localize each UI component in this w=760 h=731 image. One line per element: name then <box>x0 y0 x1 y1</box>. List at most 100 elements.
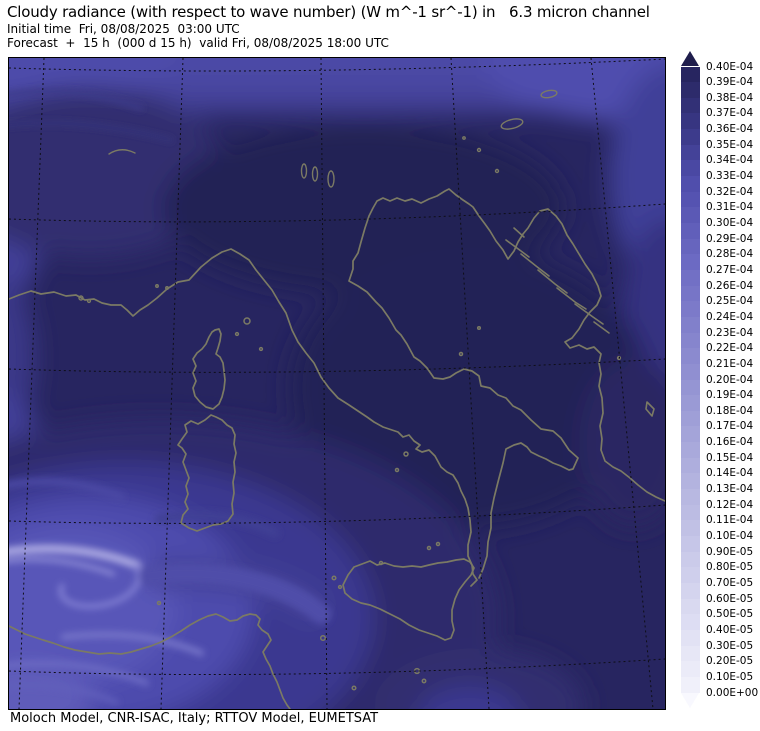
colorbar-tick-label: 0.20E-04 <box>706 373 754 386</box>
colorbar-segment <box>681 269 700 286</box>
colorbar-tick-label: 0.22E-04 <box>706 342 754 355</box>
dalmatian-islands <box>505 227 655 417</box>
colorbar-segment <box>681 363 700 380</box>
colorbar-tick-label: 0.31E-04 <box>706 201 754 214</box>
colorbar-tick-label: 0.21E-04 <box>706 357 754 370</box>
colorbar-segment <box>681 254 700 271</box>
colorbar-segment <box>681 176 700 193</box>
meridian-line <box>320 58 328 709</box>
colorbar-segment <box>681 645 700 662</box>
colorbar-segment <box>681 504 700 521</box>
colorbar-tick-label: 0.15E-04 <box>706 451 754 464</box>
parallel-line <box>9 658 665 676</box>
colorbar-tick-label: 0.23E-04 <box>706 326 754 339</box>
colorbar-tick-label: 0.32E-04 <box>706 185 754 198</box>
colorbar-tick-label: 0.40E-05 <box>706 623 754 636</box>
radiance-map-svg <box>9 58 665 709</box>
colorbar-tick-label: 0.00E+00 <box>706 686 759 699</box>
colorbar-segment <box>681 129 700 146</box>
coastlines <box>9 89 665 709</box>
colorbar-segment <box>681 676 700 693</box>
colorbar-segment <box>681 629 700 646</box>
coastline-europe-mainland <box>9 188 665 587</box>
colorbar-tick-label: 0.27E-04 <box>706 263 754 276</box>
colorbar-tick-label: 0.35E-04 <box>706 138 754 151</box>
colorbar-tick-label: 0.90E-05 <box>706 545 754 558</box>
colorbar-tick-label: 0.40E-04 <box>706 60 754 73</box>
colorbar-segment <box>681 567 700 584</box>
parallel-line <box>9 504 665 524</box>
colorbar-tick-label: 0.37E-04 <box>706 107 754 120</box>
colorbar-segment <box>681 66 700 83</box>
coastline-sardinia <box>177 414 237 532</box>
colorbar-segment <box>681 379 700 396</box>
page-title: Cloudy radiance (with respect to wave nu… <box>7 3 650 21</box>
meridian-line <box>590 58 654 709</box>
colorbar-tick-label: 0.26E-04 <box>706 279 754 292</box>
colorbar-tick-label: 0.80E-05 <box>706 561 754 574</box>
forecast-valid-line: Forecast + 15 h (000 d 15 h) valid Fri, … <box>7 36 389 50</box>
colorbar-arrow-bottom <box>681 692 699 708</box>
colorbar-segment <box>681 598 700 615</box>
parallel-line <box>9 358 665 373</box>
meridian-line <box>160 58 184 709</box>
colorbar-segment <box>681 442 700 459</box>
colorbar-segment <box>681 661 700 678</box>
coastline-north-africa <box>9 613 291 709</box>
colorbar-tick-label: 0.24E-04 <box>706 310 754 323</box>
colorbar-segment <box>681 348 700 365</box>
colorbar-tick-label: 0.50E-05 <box>706 608 754 621</box>
model-credit: Moloch Model, CNR-ISAC, Italy; RTTOV Mod… <box>10 711 379 726</box>
small-islands <box>155 284 622 691</box>
colorbar-segment <box>681 301 700 318</box>
colorbar-tick-label: 0.11E-04 <box>706 514 754 527</box>
colorbar-tick-label: 0.17E-04 <box>706 420 754 433</box>
colorbar-tick-label: 0.30E-04 <box>706 217 754 229</box>
colorbar-tick-label: 0.10E-04 <box>706 530 754 542</box>
colorbar-tick-label: 0.19E-04 <box>706 389 754 402</box>
colorbar-segment <box>681 144 700 161</box>
colorbar-tick-label: 0.28E-04 <box>706 248 754 261</box>
colorbar-segment <box>681 582 700 599</box>
colorbar-segment <box>681 238 700 255</box>
colorbar-segment <box>681 316 700 333</box>
colorbar-segment <box>681 614 700 631</box>
colorbar-segment <box>681 97 700 114</box>
colorbar-tick-label: 0.29E-04 <box>706 232 754 245</box>
colorbar-tick-label: 0.10E-05 <box>706 670 754 683</box>
colorbar-tick-label: 0.38E-04 <box>706 91 754 104</box>
colorbar-segment <box>681 207 700 224</box>
radiance-streaks <box>9 89 331 705</box>
colorbar-tick-label: 0.16E-04 <box>706 436 754 449</box>
colorbar-segment <box>681 426 700 443</box>
coastline-corsica <box>192 328 226 410</box>
colorbar-segment <box>681 191 700 208</box>
colorbar-tick-label: 0.20E-05 <box>706 655 754 668</box>
colorbar-tick-label: 0.18E-04 <box>706 404 754 417</box>
colorbar-segment <box>681 223 700 240</box>
coastline-sicily <box>342 558 475 641</box>
colorbar-tick-label: 0.25E-04 <box>706 295 754 308</box>
colorbar-tick-label: 0.14E-04 <box>706 467 754 480</box>
colorbar-segment <box>681 473 700 490</box>
colorbar-segment <box>681 410 700 427</box>
colorbar-tick-label: 0.33E-04 <box>706 170 754 183</box>
colorbar-arrow-top <box>681 51 699 66</box>
initial-time-line: Initial time Fri, 08/08/2025 03:00 UTC <box>7 22 240 36</box>
colorbar-segment <box>681 551 700 568</box>
colorbar-tick-label: 0.70E-05 <box>706 576 754 589</box>
colorbar-segment <box>681 395 700 412</box>
colorbar-segment <box>681 285 700 302</box>
colorbar-tick-label: 0.13E-04 <box>706 483 754 496</box>
colorbar-segment <box>681 457 700 474</box>
colorbar-segment <box>681 520 700 537</box>
colorbar-segment <box>681 160 700 177</box>
lakes <box>78 89 558 304</box>
colorbar-tick-label: 0.30E-05 <box>706 639 754 652</box>
meridian-line <box>18 58 45 709</box>
meridian-line <box>450 58 490 709</box>
colorbar-tick-label: 0.12E-04 <box>706 498 754 511</box>
colorbar-segment <box>681 82 700 99</box>
graticule-gridlines <box>9 58 665 709</box>
